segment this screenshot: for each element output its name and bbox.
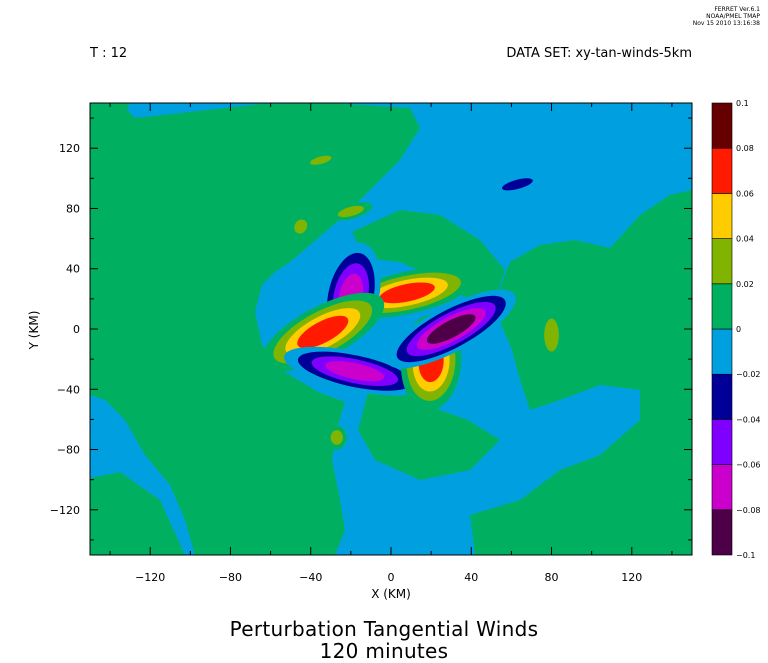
colorbar-label: −0.08 — [736, 506, 761, 515]
y-tick-label: 40 — [66, 263, 80, 276]
contour-band — [294, 219, 308, 234]
colorbar-label: 0.04 — [736, 235, 754, 244]
y-tick-labels: 120 80 40 0 −40 −80 −120 — [50, 142, 80, 517]
contour-band — [297, 315, 349, 349]
y-tick-label: 120 — [59, 142, 80, 155]
colorbar-swatch — [711, 238, 733, 285]
positive-region-southwest — [90, 472, 185, 555]
negative-anomaly — [386, 289, 516, 369]
chart-subtitle: 120 minutes — [319, 639, 449, 663]
positive-region-center-south — [358, 385, 500, 480]
colorbar-label: 0 — [736, 325, 741, 334]
credit-line-2: NOAA/PMEL TMAP — [706, 13, 760, 20]
contour-band — [330, 430, 343, 445]
colorbar — [711, 102, 733, 556]
colorbar-label: −0.1 — [736, 551, 755, 560]
y-tick-label: −40 — [57, 383, 80, 396]
x-tick-label: 0 — [388, 571, 395, 584]
contour-band — [337, 205, 364, 218]
y-axis-label: Y (KM) — [27, 311, 41, 351]
colorbar-label: 0.06 — [736, 189, 754, 198]
colorbar-label: 0.08 — [736, 144, 754, 153]
colorbar-swatch — [711, 509, 733, 556]
x-tick-label: 40 — [464, 571, 478, 584]
contour-band — [502, 178, 533, 191]
colorbar-swatch — [711, 464, 733, 511]
positive-anomaly — [326, 425, 347, 450]
x-tick-label: 80 — [545, 571, 559, 584]
colorbar-label: −0.06 — [736, 461, 761, 470]
x-tick-label: −40 — [299, 571, 322, 584]
tangential-winds-chart: −120 −80 −40 0 40 80 120 120 80 40 0 −40 −80 −120 X … — [27, 99, 761, 601]
x-tick-labels: −120 −80 −40 0 40 80 120 — [135, 571, 642, 584]
x-tick-label: −80 — [219, 571, 242, 584]
colorbar-labels: −0.1 −0.08 −0.06 −0.04 −0.02 0 0.02 0.04 0.06 0.0… — [736, 99, 761, 560]
colorbar-swatch — [711, 102, 733, 149]
positive-anomaly — [303, 152, 339, 168]
colorbar-swatch — [711, 328, 733, 375]
negative-anomaly — [284, 346, 426, 396]
positive-region-east — [470, 190, 692, 555]
dataset-label: DATA SET: xy-tan-winds-5km — [506, 46, 692, 61]
contour-band — [379, 282, 435, 304]
negative-anomaly — [492, 174, 543, 195]
y-tick-label: 80 — [66, 202, 80, 215]
colorbar-label: −0.04 — [736, 415, 761, 424]
x-tick-label: −120 — [135, 571, 165, 584]
axis-ticks — [90, 103, 692, 555]
chart-title: Perturbation Tangential Winds — [229, 617, 539, 641]
positive-anomaly — [329, 202, 373, 221]
colorbar-label: −0.02 — [736, 370, 761, 379]
positive-anomaly — [290, 214, 312, 239]
y-tick-label: 0 — [73, 323, 80, 336]
credit-line-3: Nov 15 2010 13:16:38 — [692, 20, 760, 27]
y-tick-label: −120 — [50, 504, 80, 517]
time-step-label: T : 12 — [90, 46, 128, 61]
colorbar-swatch — [711, 419, 733, 465]
y-tick-label: −80 — [57, 444, 80, 457]
colorbar-label: 0.1 — [736, 99, 749, 108]
colorbar-swatch — [711, 373, 733, 420]
positive-region-northwest — [90, 103, 130, 140]
contour-band — [544, 318, 559, 352]
x-axis-label: X (KM) — [371, 587, 411, 601]
colorbar-swatch — [711, 147, 733, 194]
colorbar-swatch — [711, 283, 733, 330]
ferret-credit: FERRET Ver.6.1 NOAA/PMEL TMAP Nov 15 201… — [693, 6, 760, 27]
feature-layer — [261, 152, 564, 450]
contour-band — [310, 155, 332, 165]
credit-line-1: FERRET Ver.6.1 — [714, 6, 760, 13]
colorbar-label: 0.02 — [736, 280, 754, 289]
plot-area — [90, 103, 692, 555]
x-tick-label: 120 — [621, 571, 642, 584]
colorbar-swatch — [711, 193, 733, 239]
contour-band — [426, 314, 476, 344]
positive-anomaly — [539, 307, 564, 363]
contour-band — [325, 361, 385, 382]
